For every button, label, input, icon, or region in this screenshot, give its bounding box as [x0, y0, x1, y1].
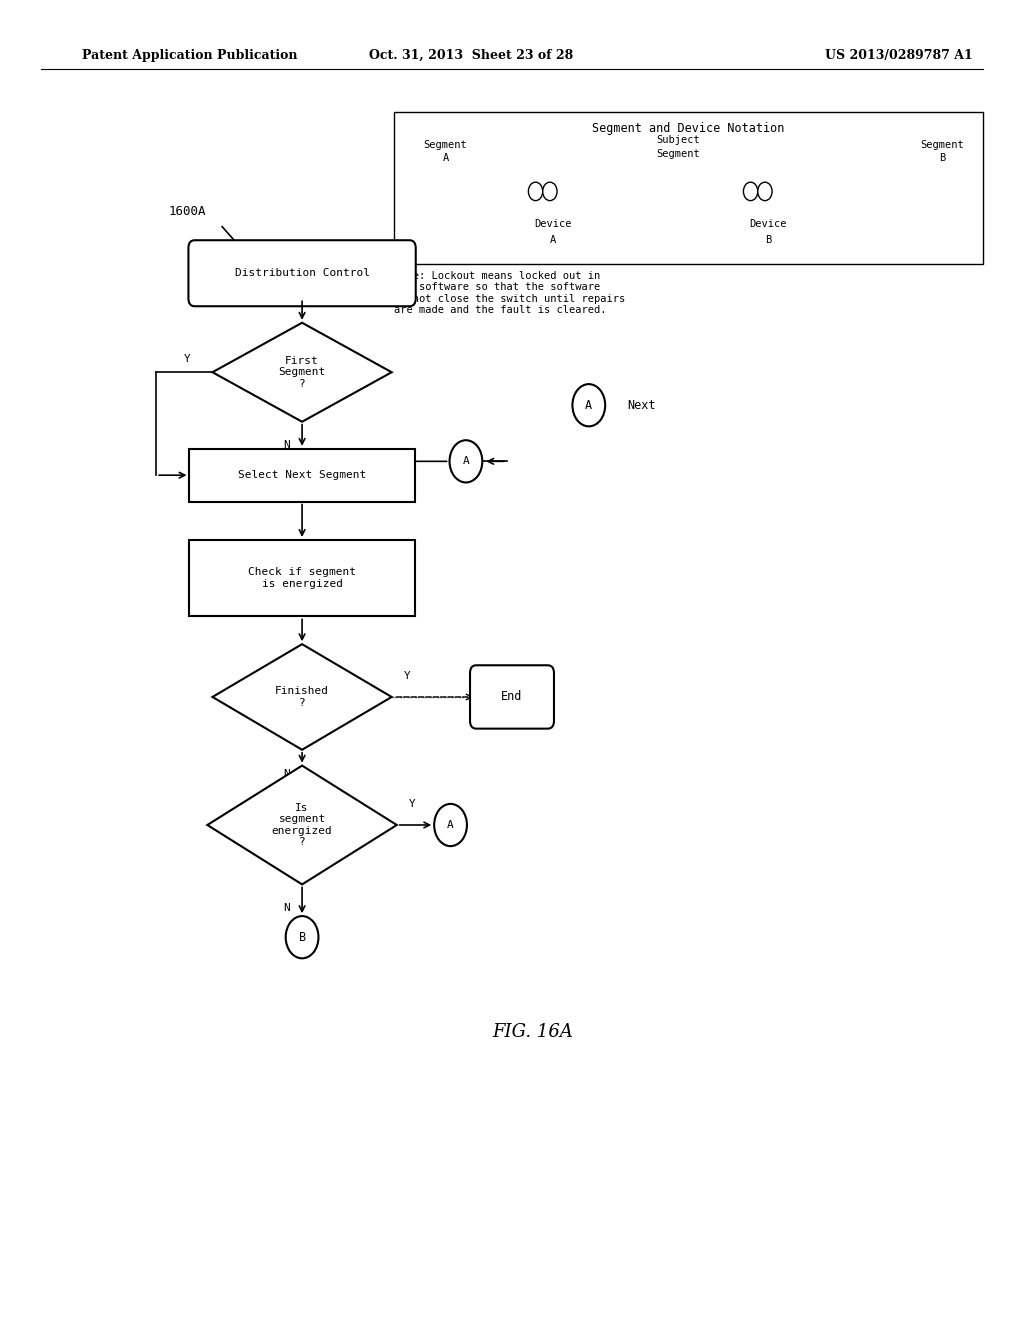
Text: Note: Lockout means locked out in
the software so that the software
cannot close: Note: Lockout means locked out in the so… — [394, 271, 626, 315]
FancyBboxPatch shape — [189, 540, 415, 616]
Text: FIG. 16A: FIG. 16A — [493, 1023, 572, 1041]
Text: Distribution Control: Distribution Control — [234, 268, 370, 279]
Text: Next: Next — [628, 399, 656, 412]
Text: Finished
?: Finished ? — [275, 686, 329, 708]
Text: Oct. 31, 2013  Sheet 23 of 28: Oct. 31, 2013 Sheet 23 of 28 — [369, 49, 573, 62]
Text: A: A — [550, 235, 556, 246]
FancyBboxPatch shape — [189, 449, 415, 502]
Text: US 2013/0289787 A1: US 2013/0289787 A1 — [825, 49, 973, 62]
Circle shape — [743, 182, 758, 201]
Text: Device: Device — [750, 219, 786, 230]
Text: Subject: Subject — [656, 135, 700, 145]
Text: Y: Y — [183, 354, 190, 364]
Text: Select Next Segment: Select Next Segment — [238, 470, 367, 480]
Text: Y: Y — [409, 799, 416, 809]
Text: Segment: Segment — [921, 140, 964, 150]
FancyBboxPatch shape — [470, 665, 554, 729]
Circle shape — [758, 182, 772, 201]
Polygon shape — [207, 766, 396, 884]
Text: B: B — [299, 931, 305, 944]
Circle shape — [450, 441, 482, 483]
Text: Segment: Segment — [656, 149, 700, 160]
Text: A: A — [463, 457, 469, 466]
Text: Y: Y — [403, 671, 411, 681]
Text: End: End — [502, 690, 522, 704]
Text: B: B — [939, 153, 945, 164]
Circle shape — [572, 384, 605, 426]
Text: N: N — [284, 903, 290, 913]
Text: N: N — [284, 768, 290, 779]
FancyBboxPatch shape — [188, 240, 416, 306]
Polygon shape — [213, 323, 391, 422]
Text: N: N — [284, 441, 290, 450]
Text: Patent Application Publication: Patent Application Publication — [82, 49, 297, 62]
Text: Device: Device — [535, 219, 571, 230]
Text: Segment and Device Notation: Segment and Device Notation — [593, 121, 784, 135]
Circle shape — [286, 916, 318, 958]
Circle shape — [528, 182, 543, 201]
Circle shape — [543, 182, 557, 201]
Text: A: A — [586, 399, 592, 412]
Text: First
Segment
?: First Segment ? — [279, 355, 326, 389]
Text: B: B — [765, 235, 771, 246]
Text: A: A — [447, 820, 454, 830]
Text: A: A — [442, 153, 449, 164]
Text: Check if segment
is energized: Check if segment is energized — [248, 568, 356, 589]
Polygon shape — [213, 644, 391, 750]
Text: 1600A: 1600A — [169, 205, 207, 218]
Text: Is
segment
energized
?: Is segment energized ? — [271, 803, 333, 847]
FancyBboxPatch shape — [394, 112, 983, 264]
Text: Segment: Segment — [424, 140, 467, 150]
Circle shape — [434, 804, 467, 846]
